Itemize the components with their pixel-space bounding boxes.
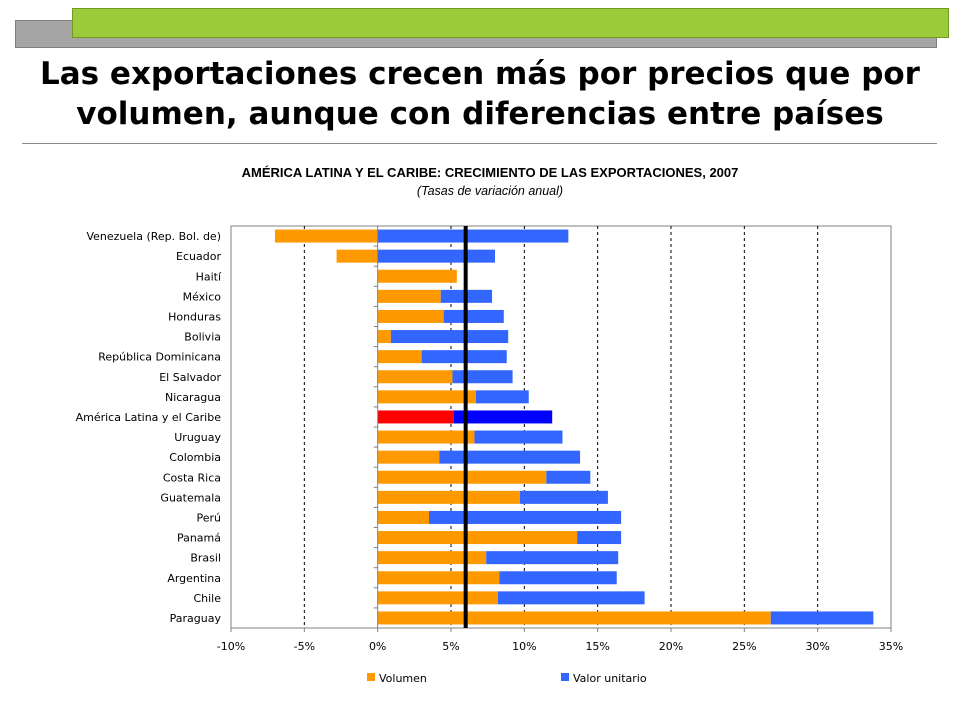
category-label: México — [183, 290, 222, 303]
slide-title-line-2: volumen, aunque con diferencias entre pa… — [76, 96, 884, 132]
bar-volumen-nicaragua — [377, 390, 476, 404]
bar-volumen-ecuador — [336, 249, 378, 263]
bar-valor-unitario-venezuela-rep-bol-de — [377, 229, 569, 243]
bar-valor-unitario-bolivia — [390, 330, 509, 344]
category-label: América Latina y el Caribe — [76, 411, 222, 424]
category-label: Chile — [193, 592, 221, 605]
bar-valor-unitario-uruguay — [474, 430, 563, 444]
legend-label-volumen: Volumen — [379, 672, 427, 685]
category-label: Honduras — [168, 310, 221, 323]
bar-valor-unitario-america-latina-y-el-caribe — [453, 410, 553, 424]
bar-valor-unitario-peru — [429, 510, 622, 524]
bar-valor-unitario-paraguay — [770, 611, 874, 625]
bar-valor-unitario-guatemala — [519, 490, 608, 504]
category-label: Costa Rica — [163, 471, 221, 484]
x-tick-label: 0% — [369, 640, 386, 653]
slide-title: Las exportaciones crecen más por precios… — [0, 54, 960, 134]
category-label: Venezuela (Rep. Bol. de) — [86, 230, 221, 243]
x-tick-label: -5% — [294, 640, 315, 653]
legend-swatch-valor-unitario — [561, 673, 569, 681]
bar-valor-unitario-panama — [577, 531, 622, 545]
bar-volumen-mexico — [377, 289, 441, 303]
category-label: Perú — [196, 511, 221, 524]
bar-valor-unitario-nicaragua — [475, 390, 529, 404]
x-tick-label: 10% — [512, 640, 536, 653]
bar-volumen-el-salvador — [377, 370, 453, 384]
legend-label-valor-unitario: Valor unitario — [573, 672, 647, 685]
bar-volumen-uruguay — [377, 430, 475, 444]
title-divider — [22, 143, 937, 144]
chart-title: AMÉRICA LATINA Y EL CARIBE: CRECIMIENTO … — [241, 165, 739, 180]
chart-subtitle: (Tasas de variación anual) — [416, 184, 564, 198]
bar-volumen-guatemala — [377, 490, 520, 504]
category-label: Argentina — [167, 572, 221, 585]
bar-volumen-republica-dominicana — [377, 350, 422, 364]
bar-valor-unitario-honduras — [443, 309, 504, 323]
x-tick-label: 35% — [879, 640, 903, 653]
x-tick-label: 20% — [659, 640, 683, 653]
category-label: Bolivia — [184, 331, 221, 344]
header-decor-green-bar — [72, 8, 949, 38]
category-label: Guatemala — [160, 491, 221, 504]
bar-volumen-honduras — [377, 309, 444, 323]
legend-swatch-volumen — [367, 673, 375, 681]
bar-volumen-argentina — [377, 571, 500, 585]
category-label: Uruguay — [174, 431, 221, 444]
bar-valor-unitario-costa-rica — [546, 470, 591, 484]
bar-volumen-venezuela-rep-bol-de — [275, 229, 378, 243]
bar-valor-unitario-chile — [497, 591, 645, 605]
category-label: Panamá — [177, 532, 221, 545]
bar-valor-unitario-brasil — [486, 551, 619, 565]
bar-valor-unitario-colombia — [439, 450, 581, 464]
bar-volumen-panama — [377, 531, 578, 545]
category-label: Paraguay — [170, 612, 222, 625]
plot-area — [230, 225, 892, 629]
bar-volumen-america-latina-y-el-caribe — [377, 410, 454, 424]
bar-volumen-brasil — [377, 551, 487, 565]
bar-valor-unitario-el-salvador — [452, 370, 513, 384]
bar-volumen-paraguay — [377, 611, 771, 625]
category-label: Colombia — [169, 451, 221, 464]
category-label: Ecuador — [176, 250, 221, 263]
category-label: República Dominicana — [98, 351, 221, 364]
x-tick-label: 5% — [442, 640, 459, 653]
bar-volumen-haiti — [377, 269, 457, 283]
x-tick-label: 30% — [805, 640, 829, 653]
bar-volumen-costa-rica — [377, 470, 547, 484]
category-label: Haití — [196, 270, 222, 283]
x-tick-label: 25% — [732, 640, 756, 653]
bar-valor-unitario-ecuador — [377, 249, 495, 263]
bar-volumen-chile — [377, 591, 498, 605]
bar-valor-unitario-argentina — [499, 571, 617, 585]
slide-title-line-1: Las exportaciones crecen más por precios… — [40, 56, 920, 92]
bar-volumen-colombia — [377, 450, 440, 464]
category-label: El Salvador — [159, 371, 221, 384]
category-label: Brasil — [190, 552, 221, 565]
x-tick-label: -10% — [217, 640, 245, 653]
x-tick-label: 15% — [585, 640, 609, 653]
category-label: Nicaragua — [165, 391, 221, 404]
bar-volumen-peru — [377, 510, 429, 524]
bar-volumen-bolivia — [377, 330, 391, 344]
